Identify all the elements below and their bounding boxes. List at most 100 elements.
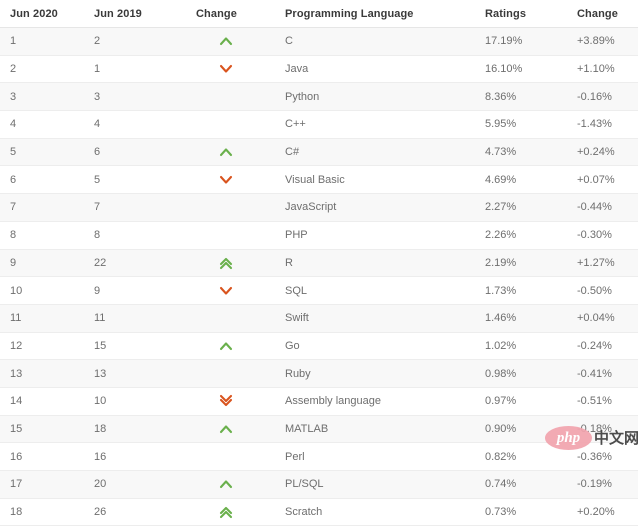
cell-rank-change: [190, 498, 270, 526]
cell-rank-jun-2020: 13: [0, 359, 88, 388]
cell-rank-change: [190, 82, 270, 112]
cell-programming-language[interactable]: Scratch: [270, 498, 473, 526]
cell-ratings-change: -1.43%: [561, 110, 638, 139]
table-row[interactable]: 10 9 SQL 1.73% -0.50%: [0, 276, 638, 305]
cell-rank-jun-2020: 17: [0, 470, 88, 499]
column-header-rank-change[interactable]: Change: [190, 0, 270, 28]
cell-rank-change: [190, 249, 270, 278]
cell-ratings: 2.19%: [473, 249, 561, 278]
table-row[interactable]: 5 6 C# 4.73% +0.24%: [0, 138, 638, 167]
cell-ratings-change: -0.44%: [561, 193, 638, 222]
cell-ratings-change: -0.24%: [561, 332, 638, 361]
cell-ratings: 16.10%: [473, 55, 561, 84]
table-row[interactable]: 4 4 C++ 5.95% -1.43%: [0, 110, 638, 139]
table-row[interactable]: 3 3 Python 8.36% -0.16%: [0, 82, 638, 112]
table-row[interactable]: 8 8 PHP 2.26% -0.30%: [0, 221, 638, 250]
table-row[interactable]: 16 16 Perl 0.82% -0.36%: [0, 442, 638, 471]
cell-rank-jun-2019: 1: [88, 55, 190, 84]
cell-programming-language[interactable]: Java: [270, 55, 473, 84]
cell-rank-jun-2020: 8: [0, 221, 88, 250]
cell-rank-jun-2019: 13: [88, 359, 190, 388]
chevron-down-icon: [218, 283, 240, 299]
column-header-programming-language[interactable]: Programming Language: [270, 0, 473, 28]
table-row[interactable]: 2 1 Java 16.10% +1.10%: [0, 55, 638, 84]
table-row[interactable]: 18 26 Scratch 0.73% +0.20%: [0, 498, 638, 526]
cell-programming-language[interactable]: Swift: [270, 304, 473, 333]
cell-programming-language[interactable]: Visual Basic: [270, 165, 473, 195]
cell-programming-language[interactable]: Ruby: [270, 359, 473, 388]
table-row[interactable]: 1 2 C 17.19% +3.89%: [0, 27, 638, 56]
chevron-down-double-icon: [218, 393, 240, 409]
cell-ratings-change: -0.50%: [561, 276, 638, 305]
cell-programming-language[interactable]: PL/SQL: [270, 470, 473, 499]
chevron-up-icon: [218, 421, 240, 437]
cell-rank-change: [190, 55, 270, 84]
cell-rank-jun-2020: 5: [0, 138, 88, 167]
cell-rank-jun-2020: 15: [0, 415, 88, 444]
table-row[interactable]: 12 15 Go 1.02% -0.24%: [0, 332, 638, 361]
cell-ratings: 1.73%: [473, 276, 561, 305]
cell-ratings-change: +1.27%: [561, 249, 638, 278]
chevron-up-icon: [218, 33, 240, 49]
cell-programming-language[interactable]: R: [270, 249, 473, 278]
cell-programming-language[interactable]: C#: [270, 138, 473, 167]
cell-programming-language[interactable]: Python: [270, 82, 473, 112]
column-header-ratings-change[interactable]: Change: [561, 0, 638, 28]
cell-rank-change: [190, 27, 270, 56]
cell-programming-language[interactable]: PHP: [270, 221, 473, 250]
cell-ratings: 5.95%: [473, 110, 561, 139]
cell-ratings: 0.98%: [473, 359, 561, 388]
cell-ratings-change: +1.10%: [561, 55, 638, 84]
cell-rank-change: [190, 193, 270, 222]
cell-ratings-change: -0.30%: [561, 221, 638, 250]
cell-ratings-change: -0.51%: [561, 387, 638, 416]
cell-rank-jun-2020: 4: [0, 110, 88, 139]
cell-rank-jun-2020: 18: [0, 498, 88, 526]
chevron-up-double-icon: [218, 255, 240, 271]
cell-programming-language[interactable]: C: [270, 27, 473, 56]
table-row[interactable]: 7 7 JavaScript 2.27% -0.44%: [0, 193, 638, 222]
cell-programming-language[interactable]: Go: [270, 332, 473, 361]
table-row[interactable]: 17 20 PL/SQL 0.74% -0.19%: [0, 470, 638, 499]
table-row[interactable]: 9 22 R 2.19% +1.27%: [0, 249, 638, 278]
cell-programming-language[interactable]: SQL: [270, 276, 473, 305]
cell-programming-language[interactable]: MATLAB: [270, 415, 473, 444]
cell-ratings-change: -0.18%: [561, 415, 638, 444]
cell-rank-jun-2019: 3: [88, 82, 190, 112]
cell-ratings-change: -0.41%: [561, 359, 638, 388]
cell-rank-jun-2019: 15: [88, 332, 190, 361]
cell-ratings-change: -0.36%: [561, 442, 638, 471]
cell-rank-change: [190, 470, 270, 499]
table-row[interactable]: 6 5 Visual Basic 4.69% +0.07%: [0, 165, 638, 195]
cell-ratings: 2.27%: [473, 193, 561, 222]
cell-rank-jun-2019: 2: [88, 27, 190, 56]
cell-programming-language[interactable]: C++: [270, 110, 473, 139]
header-row: Jun 2020 Jun 2019 Change Programming Lan…: [0, 0, 638, 28]
column-header-ratings[interactable]: Ratings: [473, 0, 561, 28]
cell-programming-language[interactable]: Perl: [270, 442, 473, 471]
cell-rank-change: [190, 221, 270, 250]
cell-rank-jun-2019: 8: [88, 221, 190, 250]
column-header-rank-jun-2019[interactable]: Jun 2019: [88, 0, 190, 28]
cell-rank-jun-2019: 11: [88, 304, 190, 333]
table-row[interactable]: 14 10 Assembly language 0.97% -0.51%: [0, 387, 638, 416]
cell-rank-jun-2019: 5: [88, 165, 190, 195]
chevron-up-icon: [218, 476, 240, 492]
cell-programming-language[interactable]: JavaScript: [270, 193, 473, 222]
cell-ratings-change: -0.16%: [561, 82, 638, 112]
cell-ratings: 1.46%: [473, 304, 561, 333]
cell-rank-jun-2019: 22: [88, 249, 190, 278]
cell-programming-language[interactable]: Assembly language: [270, 387, 473, 416]
cell-ratings-change: +0.04%: [561, 304, 638, 333]
cell-rank-jun-2020: 14: [0, 387, 88, 416]
cell-ratings: 2.26%: [473, 221, 561, 250]
table-row[interactable]: 15 18 MATLAB 0.90% -0.18%: [0, 415, 638, 444]
table-row[interactable]: 13 13 Ruby 0.98% -0.41%: [0, 359, 638, 388]
table-header: Jun 2020 Jun 2019 Change Programming Lan…: [0, 0, 638, 28]
cell-ratings: 17.19%: [473, 27, 561, 56]
column-header-rank-jun-2020[interactable]: Jun 2020: [0, 0, 88, 28]
table-row[interactable]: 11 11 Swift 1.46% +0.04%: [0, 304, 638, 333]
cell-rank-jun-2020: 2: [0, 55, 88, 84]
cell-rank-change: [190, 304, 270, 333]
cell-ratings: 0.90%: [473, 415, 561, 444]
